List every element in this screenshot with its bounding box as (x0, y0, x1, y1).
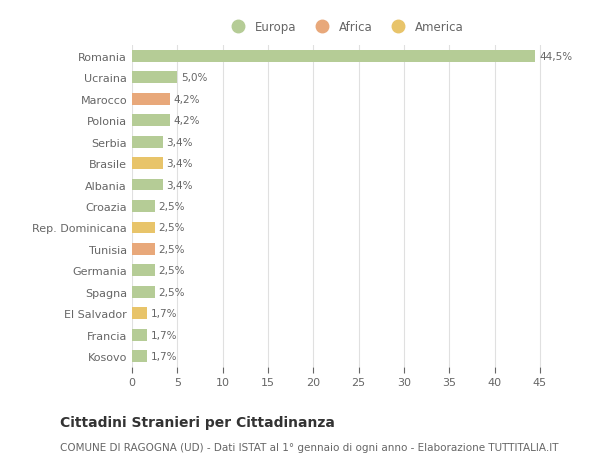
Bar (132, 308, 148, 319)
Text: 3,4%: 3,4% (166, 180, 193, 190)
Text: 1,7%: 1,7% (151, 308, 178, 319)
Text: 44,5%: 44,5% (539, 51, 572, 62)
Text: 4,2%: 4,2% (173, 116, 200, 126)
Text: 3,4%: 3,4% (166, 137, 193, 147)
Text: 2,5%: 2,5% (158, 287, 185, 297)
Bar (132, 222, 155, 234)
Bar (132, 136, 163, 148)
Bar (132, 115, 170, 127)
Text: 2,5%: 2,5% (158, 202, 185, 212)
Text: COMUNE DI RAGOGNA (UD) - Dati ISTAT al 1° gennaio di ogni anno - Elaborazione TU: COMUNE DI RAGOGNA (UD) - Dati ISTAT al 1… (60, 442, 559, 452)
Bar (132, 243, 155, 255)
Bar (132, 286, 155, 298)
Text: 1,7%: 1,7% (151, 352, 178, 362)
Text: 3,4%: 3,4% (166, 159, 193, 169)
Legend: Europa, Africa, America: Europa, Africa, America (221, 17, 469, 39)
Text: 2,5%: 2,5% (158, 223, 185, 233)
Bar (132, 265, 155, 277)
Bar (132, 351, 148, 362)
Bar (132, 50, 535, 62)
Text: 5,0%: 5,0% (181, 73, 208, 83)
Text: Cittadini Stranieri per Cittadinanza: Cittadini Stranieri per Cittadinanza (60, 415, 335, 429)
Text: 2,5%: 2,5% (158, 266, 185, 276)
Bar (132, 158, 163, 169)
Text: 1,7%: 1,7% (151, 330, 178, 340)
Bar (132, 72, 178, 84)
Text: 4,2%: 4,2% (173, 95, 200, 105)
Bar (132, 201, 155, 213)
Bar (132, 329, 148, 341)
Bar (132, 179, 163, 191)
Bar (132, 94, 170, 105)
Text: 2,5%: 2,5% (158, 244, 185, 254)
